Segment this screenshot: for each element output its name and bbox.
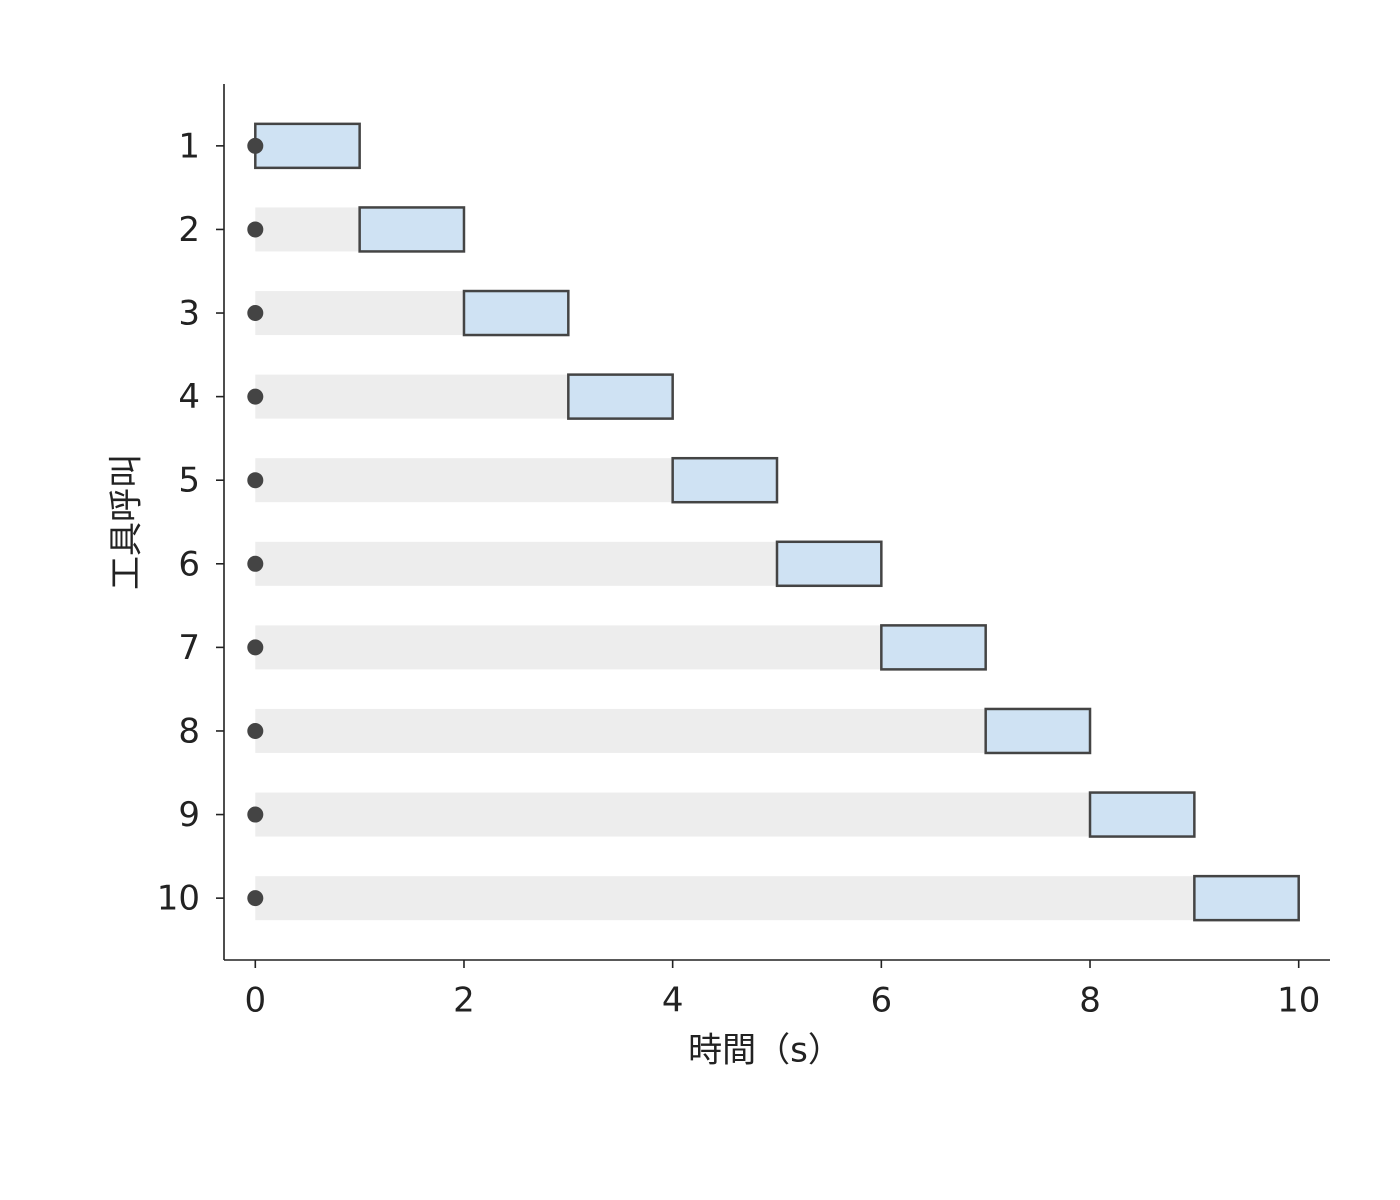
y-tick-label: 5 <box>178 461 200 501</box>
y-tick-label: 8 <box>178 711 200 751</box>
run-bar <box>775 540 883 588</box>
run-bar <box>1088 791 1196 838</box>
run-bar <box>1193 874 1300 922</box>
x-tick-label: 0 <box>244 981 266 1021</box>
x-axis-label: 時間（s） <box>688 1031 842 1071</box>
x-tick-label: 10 <box>1277 981 1320 1021</box>
wait-bar <box>255 207 360 252</box>
start-marker <box>247 305 264 322</box>
wait-bar <box>255 876 1195 921</box>
wait-bar <box>255 291 464 336</box>
run-bar <box>567 373 674 420</box>
start-marker <box>247 221 264 238</box>
x-tick-label: 4 <box>662 981 684 1021</box>
y-tick-label: 3 <box>178 294 200 334</box>
y-tick-label: 9 <box>178 795 200 835</box>
run-bar <box>358 206 466 253</box>
start-marker <box>247 722 264 739</box>
x-tick-label: 6 <box>871 981 893 1021</box>
y-tick-label: 6 <box>178 544 200 584</box>
y-tick-label: 7 <box>178 628 200 668</box>
x-tick-label: 8 <box>1079 981 1101 1021</box>
run-bar <box>880 624 987 671</box>
start-marker <box>247 137 264 154</box>
x-tick-label: 2 <box>453 981 475 1021</box>
y-axis-label: 工具呼叫 <box>107 454 147 590</box>
y-tick-label: 4 <box>178 377 200 417</box>
wait-bar <box>255 374 569 419</box>
y-tick-label: 10 <box>157 879 200 919</box>
y-tick-label: 2 <box>178 210 200 250</box>
wait-bar <box>255 792 1091 837</box>
start-marker <box>247 806 264 823</box>
run-bar <box>254 122 361 170</box>
start-marker <box>247 890 264 907</box>
wait-bar <box>255 541 777 586</box>
run-bar <box>984 707 1092 755</box>
start-marker <box>247 555 264 572</box>
run-bar <box>671 456 779 504</box>
start-marker <box>247 388 264 405</box>
run-bar <box>462 289 570 337</box>
wait-bar <box>255 625 882 670</box>
start-marker <box>247 639 264 656</box>
start-marker <box>247 472 264 489</box>
wait-bar <box>255 708 986 753</box>
y-tick-label: 1 <box>178 126 200 166</box>
wait-bar <box>255 458 673 503</box>
